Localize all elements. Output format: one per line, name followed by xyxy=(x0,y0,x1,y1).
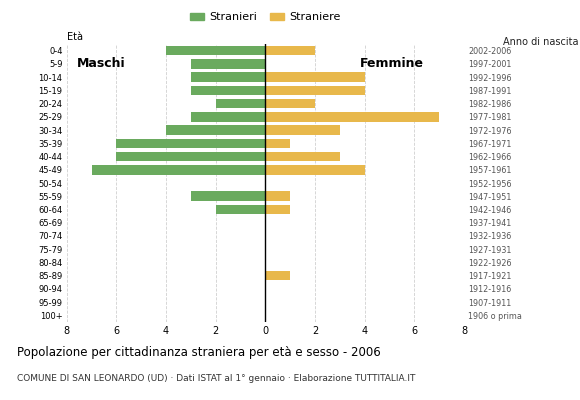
Bar xyxy=(266,72,365,82)
Text: Età: Età xyxy=(67,32,83,42)
Bar xyxy=(266,205,290,214)
Bar xyxy=(216,205,266,214)
Text: Popolazione per cittadinanza straniera per età e sesso - 2006: Popolazione per cittadinanza straniera p… xyxy=(17,346,381,359)
Text: COMUNE DI SAN LEONARDO (UD) · Dati ISTAT al 1° gennaio · Elaborazione TUTTITALIA: COMUNE DI SAN LEONARDO (UD) · Dati ISTAT… xyxy=(17,374,416,383)
Bar xyxy=(166,125,266,135)
Bar xyxy=(266,112,439,122)
Bar xyxy=(266,138,290,148)
Bar xyxy=(191,112,266,122)
Bar xyxy=(266,271,290,280)
Bar xyxy=(92,165,266,174)
Bar xyxy=(266,99,315,108)
Bar xyxy=(266,165,365,174)
Text: Femmine: Femmine xyxy=(360,57,424,70)
Text: Maschi: Maschi xyxy=(77,57,125,70)
Bar xyxy=(266,125,340,135)
Bar xyxy=(266,46,315,55)
Bar xyxy=(266,152,340,161)
Bar xyxy=(117,138,266,148)
Bar xyxy=(191,72,266,82)
Bar xyxy=(266,192,290,201)
Bar xyxy=(166,46,266,55)
Bar xyxy=(117,152,266,161)
Bar xyxy=(191,192,266,201)
Bar xyxy=(191,86,266,95)
Bar xyxy=(216,99,266,108)
Legend: Stranieri, Straniere: Stranieri, Straniere xyxy=(186,8,345,27)
Text: Anno di nascita: Anno di nascita xyxy=(503,37,579,47)
Bar xyxy=(191,59,266,69)
Bar xyxy=(266,86,365,95)
